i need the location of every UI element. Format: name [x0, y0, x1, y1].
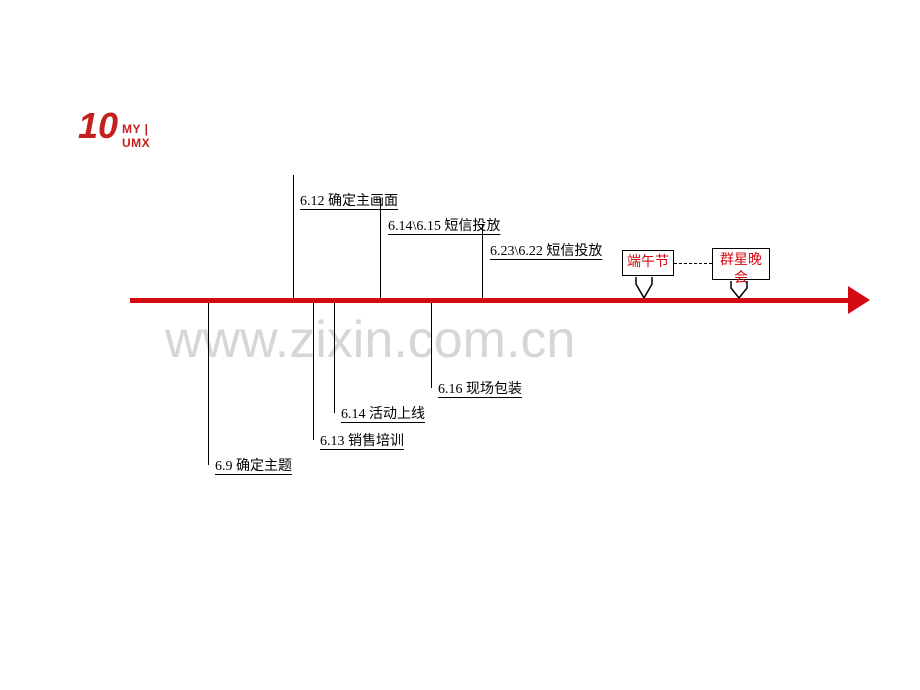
event-stem-above-2 — [482, 225, 483, 300]
callout-text-gala-line2: 会 — [734, 271, 748, 286]
callout-box-duanwu: 端午节 — [622, 250, 674, 276]
event-stem-below-1 — [313, 300, 314, 440]
event-stem-above-0 — [293, 175, 294, 300]
event-stem-below-2 — [334, 300, 335, 413]
event-label-below-0: 6.9 确定主题 — [215, 455, 292, 475]
watermark-text: www.zixin.com.cn — [165, 310, 575, 370]
event-stem-below-0 — [208, 300, 209, 465]
event-stem-below-3 — [431, 300, 432, 388]
event-stem-above-1 — [380, 198, 381, 300]
callout-connector — [674, 263, 712, 264]
logo-subtext: MY | UMX — [122, 122, 150, 150]
event-label-above-2: 6.23\6.22 短信投放 — [490, 240, 602, 260]
event-label-above-1: 6.14\6.15 短信投放 — [388, 215, 500, 235]
event-label-above-0: 6.12 确定主画面 — [300, 190, 398, 210]
callout-arrow-duanwu — [635, 276, 655, 300]
event-label-below-3: 6.16 现场包装 — [438, 378, 522, 398]
timeline-arrowhead — [848, 286, 870, 314]
callout-text-gala-line1: 群星晚 — [720, 253, 762, 268]
event-label-below-2: 6.14 活动上线 — [341, 403, 425, 423]
logo-ten: 10 — [78, 105, 118, 147]
event-label-below-1: 6.13 销售培训 — [320, 430, 404, 450]
callout-text-duanwu: 端午节 — [627, 255, 669, 270]
callout-box-gala: 群星晚 会 — [712, 248, 770, 280]
